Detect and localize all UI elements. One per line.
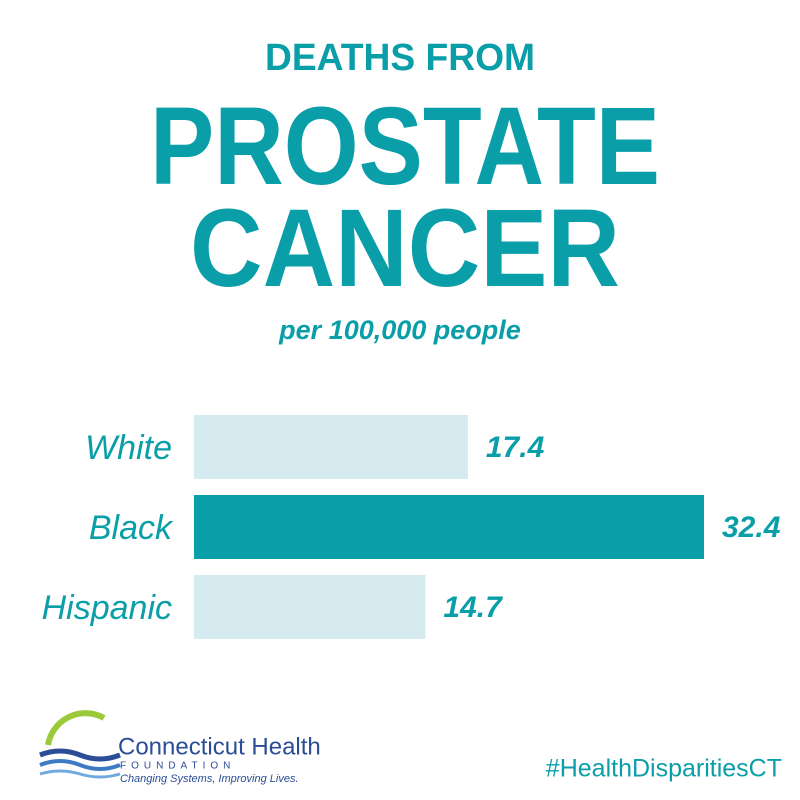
category-label: Hispanic [42,589,172,627]
logo-arc [45,710,106,746]
title-line: CANCER [190,187,620,310]
tagline: Changing Systems, Improving Lives. [120,773,299,785]
logo-wave [39,769,121,779]
logo-wave [39,759,121,771]
value-label: 17.4 [486,431,545,464]
hashtag: #HealthDisparitiesCT [546,755,782,783]
subtitle: per 100,000 people [278,315,521,345]
logo-wave [39,748,121,762]
logo-sub: FOUNDATION [120,761,235,772]
bar-chart: White 17.4 Black 32.4 Hispanic 14.7 [42,415,781,639]
title-line: PROSTATE [150,85,660,208]
value-label: 32.4 [722,511,781,544]
logo-name: Connecticut Health [118,733,321,760]
title-line: DEATHS FROM [265,37,535,79]
bar [194,575,426,639]
logo: Connecticut Health FOUNDATION Changing S… [39,710,321,785]
category-label: White [85,429,172,467]
bar [194,415,468,479]
category-label: Black [89,509,174,547]
bar [194,495,704,559]
value-label: 14.7 [443,591,503,624]
